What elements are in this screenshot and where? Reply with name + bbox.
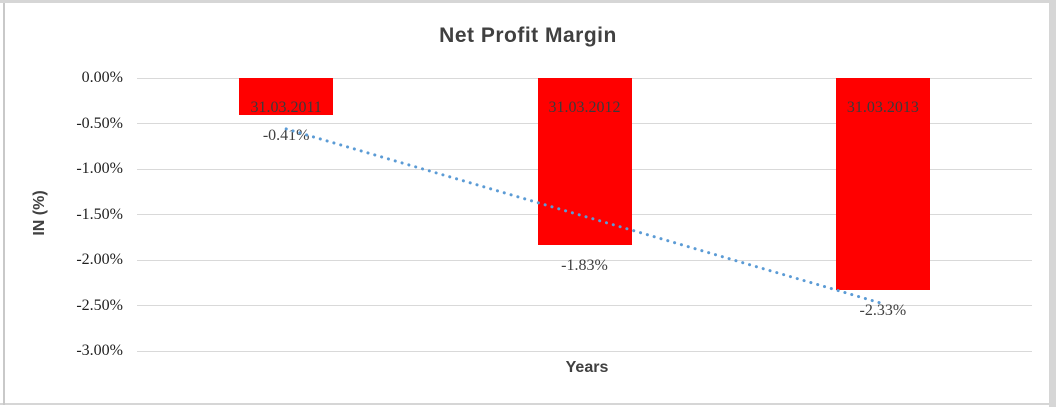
gridline bbox=[137, 350, 1032, 352]
y-tick-label: -1.00% bbox=[76, 160, 123, 177]
y-tick-label: -0.50% bbox=[76, 114, 123, 132]
bar-category-label: 31.03.2013 bbox=[846, 99, 919, 116]
y-tick-label: -2.00% bbox=[76, 251, 123, 268]
bar-category-label: 31.03.2011 bbox=[250, 99, 322, 116]
chart-frame-left bbox=[3, 3, 5, 405]
x-axis-title: Years bbox=[565, 359, 609, 376]
y-axis-title: IN (%) bbox=[31, 190, 48, 236]
bar-value-label: -0.41% bbox=[262, 127, 310, 145]
chart-title: Net Profit Margin bbox=[439, 24, 617, 47]
bar-value-label: -2.33% bbox=[859, 302, 907, 320]
y-tick-label: 0.00% bbox=[81, 69, 123, 86]
chart-frame-bottom bbox=[0, 403, 1056, 405]
y-tick-label: -3.00% bbox=[76, 342, 123, 359]
chart-frame-right bbox=[1049, 0, 1056, 407]
y-tick-label: -2.50% bbox=[76, 296, 123, 314]
chart-frame-top bbox=[0, 0, 1056, 3]
gridline bbox=[137, 305, 1032, 306]
bar-31.03.2011 bbox=[239, 78, 334, 116]
bar-category-label: 31.03.2012 bbox=[548, 99, 621, 116]
bar-value-label: -1.83% bbox=[561, 256, 608, 274]
y-tick-label: -1.50% bbox=[76, 205, 123, 223]
